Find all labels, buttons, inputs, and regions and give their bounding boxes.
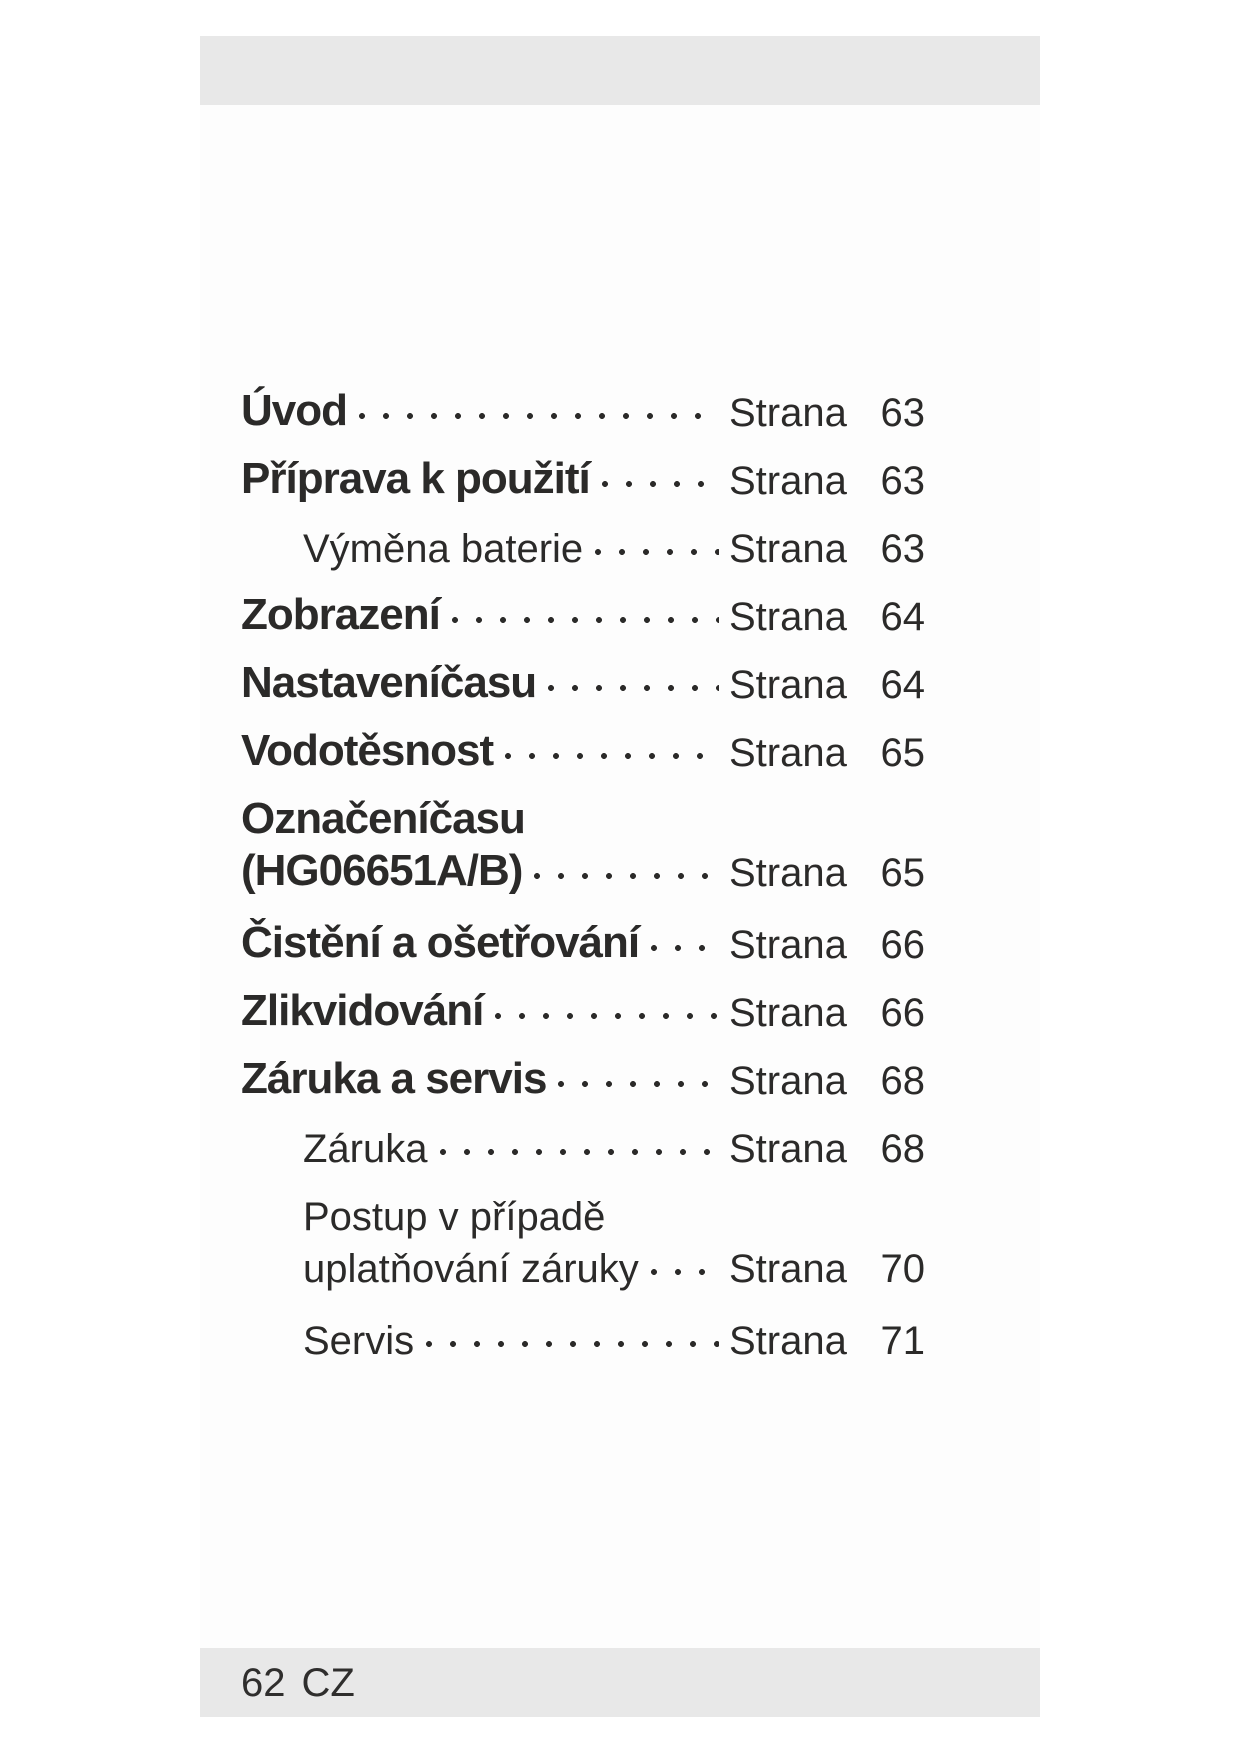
toc-page-number: 70 [880,1247,926,1291]
toc-page-column: Strana 63 [729,529,925,569]
toc-page-number: 64 [880,595,926,639]
toc-page-word: Strana [729,1127,847,1171]
toc-entry: Postup v případě [241,1191,925,1243]
toc-page-word: Strana [729,851,847,895]
toc-page-number: 71 [880,1319,926,1363]
toc-entry: Výměna baterie Strana 63 [241,507,925,575]
toc-page-column: Strana 70 [729,1249,925,1289]
toc-entry-label: Servis [303,1319,415,1363]
toc-page-word: Strana [729,1059,847,1103]
dot-leader [601,481,719,487]
toc-page-column: Strana 68 [729,1061,925,1101]
toc-page-word: Strana [729,923,847,967]
toc-entry: Úvod Strana 63 [241,371,925,439]
toc-page-column: Strana 63 [729,393,925,433]
toc-page-word: Strana [729,1247,847,1291]
toc-entry: uplatňování záruky Strana 70 [241,1243,925,1295]
dot-leader [558,1081,719,1087]
toc-page-number: 63 [880,459,926,503]
toc-entry-label: Záruka [303,1127,428,1171]
toc-page-column: Strana 65 [729,733,925,773]
toc-entry-label: Zlikvidování [241,986,484,1035]
toc-entry: (HG06651A/B) Strana 65 [241,847,925,899]
dot-leader [495,1013,719,1019]
dot-leader [451,617,719,623]
toc-page-column: Strana 64 [729,665,925,705]
footer-bar: 62 CZ [200,1648,1040,1717]
toc-page-column: Strana 64 [729,597,925,637]
toc-page-column: Strana 66 [729,925,925,965]
dot-leader [595,549,719,555]
toc-entry-label: Nastaveníčasu [241,658,537,707]
toc-page-number: 68 [880,1127,926,1171]
toc-entry: Záruka a servis Strana 68 [241,1039,925,1107]
toc-page-word: Strana [729,991,847,1035]
toc-entry-label: Čistění a ošetřování [241,918,640,967]
dot-leader [534,873,719,879]
header-bar [200,36,1040,105]
dot-leader [359,413,719,419]
dot-leader [439,1149,719,1155]
toc-page-column: Strana 66 [729,993,925,1033]
toc-entry: Označeníčasu [241,795,925,847]
toc-entry: Čistění a ošetřování Strana 66 [241,903,925,971]
toc-entry-label: Postup v případě [303,1195,606,1239]
toc-page-word: Strana [729,731,847,775]
toc-page-column: Strana 71 [729,1321,925,1361]
toc-page-number: 68 [880,1059,926,1103]
toc-page-number: 63 [880,527,926,571]
toc-page-number: 66 [880,923,926,967]
toc-entry: Vodotěsnost Strana 65 [241,711,925,779]
toc-page-word: Strana [729,595,847,639]
toc-entry-label: Výměna baterie [303,527,584,571]
toc-page-number: 64 [880,663,926,707]
toc-entry-label: (HG06651A/B) [241,846,523,895]
toc-page-word: Strana [729,391,847,435]
toc-entry: Zobrazení Strana 64 [241,575,925,643]
toc-page-word: Strana [729,527,847,571]
toc-page-number: 65 [880,731,926,775]
dot-leader [426,1341,719,1347]
toc-entry: Záruka Strana 68 [241,1107,925,1175]
toc-entry-label: Označeníčasu [241,794,526,843]
footer-page-number: 62 [241,1660,286,1705]
footer-country-code: CZ [301,1660,355,1705]
table-of-contents: Úvod Strana 63 Příprava k použití Strana… [241,371,925,1367]
dot-leader [505,753,719,759]
toc-entry-label: Záruka a servis [241,1054,547,1103]
toc-page-word: Strana [729,459,847,503]
toc-page-word: Strana [729,663,847,707]
toc-entry-label: Příprava k použití [241,454,591,503]
toc-entry: Příprava k použití Strana 63 [241,439,925,507]
dot-leader [548,685,719,691]
toc-entry-label: Vodotěsnost [241,726,494,775]
toc-page-number: 66 [880,991,926,1035]
toc-entry: Zlikvidování Strana 66 [241,971,925,1039]
toc-entry-label: Zobrazení [241,590,441,639]
toc-page-column: Strana 63 [729,461,925,501]
toc-page-column: Strana 65 [729,853,925,893]
toc-entry: Nastaveníčasu Strana 64 [241,643,925,711]
toc-entry-label: Úvod [241,386,348,435]
toc-page-number: 63 [880,391,926,435]
dot-leader [651,945,719,951]
toc-entry-label: uplatňování záruky [303,1247,639,1291]
toc-page-word: Strana [729,1319,847,1363]
dot-leader [650,1269,719,1275]
manual-page: Úvod Strana 63 Příprava k použití Strana… [200,36,1040,1717]
footer-pagination: 62 CZ [200,1663,355,1703]
toc-page-column: Strana 68 [729,1129,925,1169]
toc-page-number: 65 [880,851,926,895]
toc-entry: Servis Strana 71 [241,1299,925,1367]
